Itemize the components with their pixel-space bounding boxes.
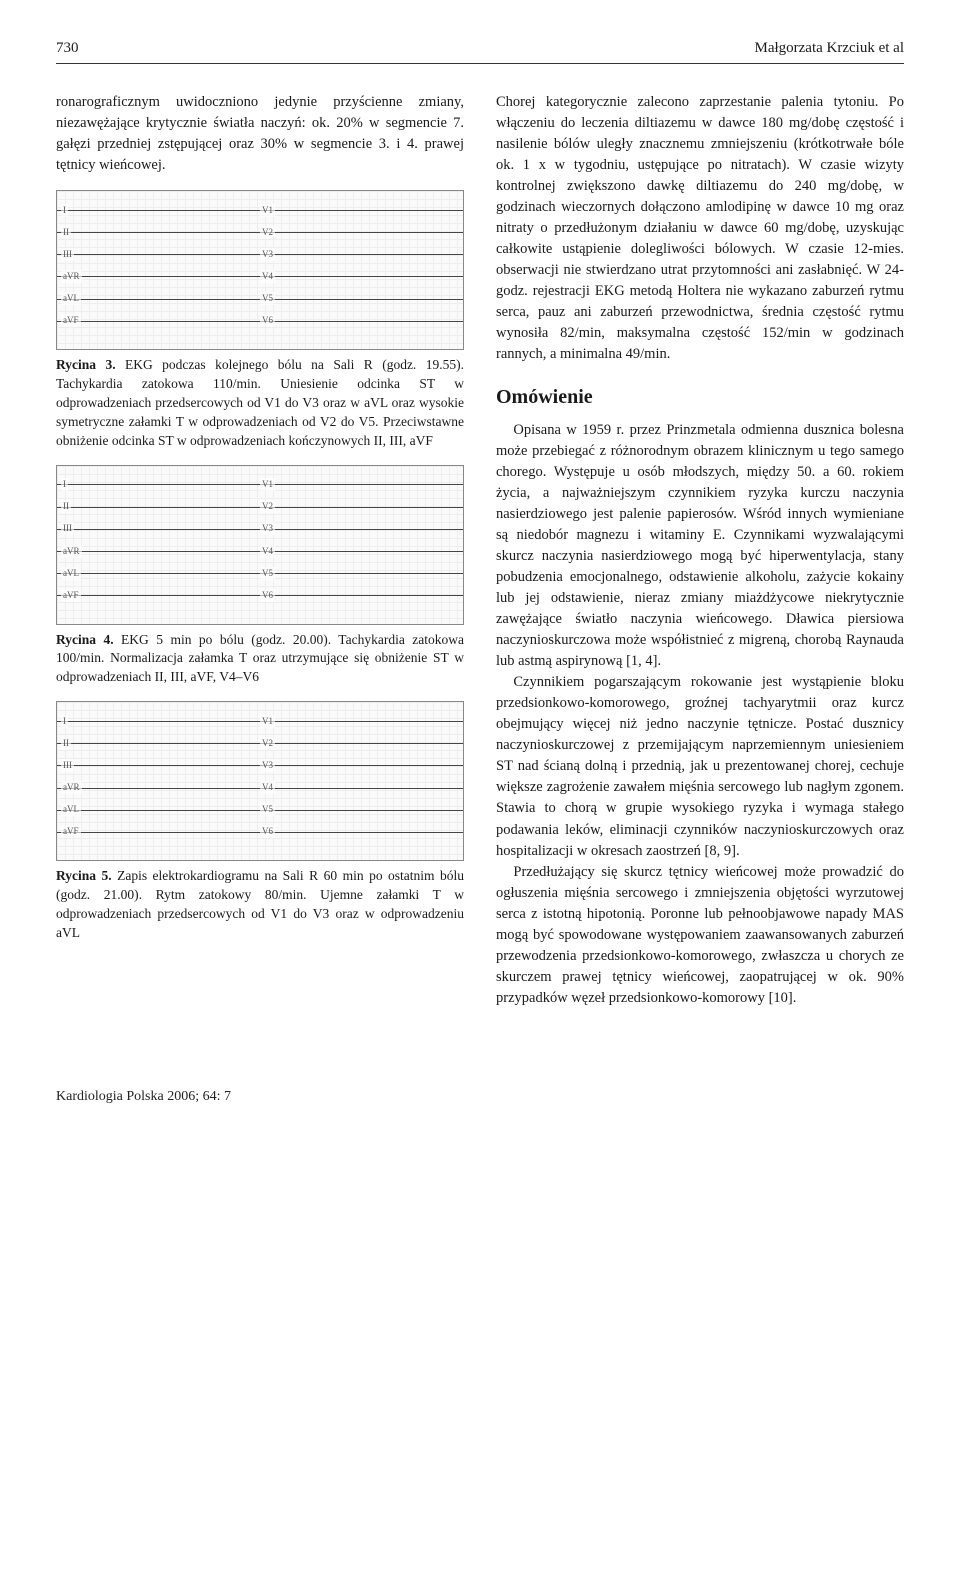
right-para-3: Czynnikiem pogarszającym rokowanie jest … bbox=[496, 672, 904, 861]
figure-5-caption: Rycina 5. Zapis elektrokardiogramu na Sa… bbox=[56, 867, 464, 943]
left-column: ronarograficznym uwidoczniono jedynie pr… bbox=[56, 92, 464, 1009]
lead-label: V5 bbox=[260, 292, 275, 305]
figure-5: I II III aVR aVL aVF V1 V2 V3 V4 V5 V6 R… bbox=[56, 701, 464, 943]
lead-label: V4 bbox=[260, 545, 275, 558]
lead-label: V3 bbox=[260, 522, 275, 535]
lead-label: V2 bbox=[260, 226, 275, 239]
lead-label: aVL bbox=[61, 567, 81, 580]
lead-label: aVL bbox=[61, 292, 81, 305]
figure-4-head: Rycina 4. bbox=[56, 632, 114, 647]
lead-label: III bbox=[61, 759, 74, 772]
lead-label: II bbox=[61, 500, 71, 513]
figure-5-text: Zapis elektrokardiogramu na Sali R 60 mi… bbox=[56, 868, 464, 940]
lead-label: V6 bbox=[260, 314, 275, 327]
lead-label: V2 bbox=[260, 500, 275, 513]
lead-label: V5 bbox=[260, 567, 275, 580]
lead-label: I bbox=[61, 204, 68, 217]
figure-4-caption: Rycina 4. EKG 5 min po bólu (godz. 20.00… bbox=[56, 631, 464, 688]
section-title-omowienie: Omówienie bbox=[496, 383, 904, 412]
lead-label: V6 bbox=[260, 825, 275, 838]
figure-3-head: Rycina 3. bbox=[56, 357, 116, 372]
right-column: Chorej kategorycznie zalecono zaprzestan… bbox=[496, 92, 904, 1009]
journal-citation: Kardiologia Polska 2006; 64: 7 bbox=[56, 1089, 231, 1104]
lead-label: V4 bbox=[260, 270, 275, 283]
ecg-5-box: I II III aVR aVL aVF V1 V2 V3 V4 V5 V6 bbox=[56, 701, 464, 861]
page-footer: Kardiologia Polska 2006; 64: 7 bbox=[56, 1089, 904, 1105]
right-para-1: Chorej kategorycznie zalecono zaprzestan… bbox=[496, 92, 904, 365]
figure-5-head: Rycina 5. bbox=[56, 868, 112, 883]
lead-label: V6 bbox=[260, 589, 275, 602]
lead-label: aVF bbox=[61, 825, 81, 838]
lead-label: I bbox=[61, 715, 68, 728]
lead-label: III bbox=[61, 248, 74, 261]
left-intro-paragraph: ronarograficznym uwidoczniono jedynie pr… bbox=[56, 92, 464, 176]
lead-label: aVL bbox=[61, 803, 81, 816]
lead-label: II bbox=[61, 226, 71, 239]
figure-4-text: EKG 5 min po bólu (godz. 20.00). Tachyka… bbox=[56, 632, 464, 685]
lead-label: aVF bbox=[61, 589, 81, 602]
lead-label: aVR bbox=[61, 781, 82, 794]
running-header: 730 Małgorzata Krzciuk et al bbox=[56, 40, 904, 64]
two-column-layout: ronarograficznym uwidoczniono jedynie pr… bbox=[56, 92, 904, 1009]
lead-label: II bbox=[61, 737, 71, 750]
lead-label: aVF bbox=[61, 314, 81, 327]
page-number: 730 bbox=[56, 40, 79, 57]
lead-label: III bbox=[61, 522, 74, 535]
page-root: 730 Małgorzata Krzciuk et al ronarografi… bbox=[0, 0, 960, 1165]
ecg-3-box: I II III aVR aVL aVF V1 V2 V3 V4 V5 V6 bbox=[56, 190, 464, 350]
lead-label: aVR bbox=[61, 270, 82, 283]
lead-label: V5 bbox=[260, 803, 275, 816]
figure-4: I II III aVR aVL aVF V1 V2 V3 V4 V5 V6 R… bbox=[56, 465, 464, 688]
right-para-4: Przedłużający się skurcz tętnicy wieńcow… bbox=[496, 862, 904, 1009]
figure-3-text: EKG podczas kolejnego bólu na Sali R (go… bbox=[56, 357, 464, 448]
lead-label: aVR bbox=[61, 545, 82, 558]
figure-3-caption: Rycina 3. EKG podczas kolejnego bólu na … bbox=[56, 356, 464, 450]
lead-label: V3 bbox=[260, 248, 275, 261]
lead-label: V1 bbox=[260, 715, 275, 728]
lead-label: V1 bbox=[260, 478, 275, 491]
lead-label: I bbox=[61, 478, 68, 491]
lead-label: V2 bbox=[260, 737, 275, 750]
ecg-4-box: I II III aVR aVL aVF V1 V2 V3 V4 V5 V6 bbox=[56, 465, 464, 625]
figure-3: I II III aVR aVL aVF V1 V2 V3 V4 V5 V6 R… bbox=[56, 190, 464, 450]
lead-label: V3 bbox=[260, 759, 275, 772]
authors-short: Małgorzata Krzciuk et al bbox=[754, 40, 904, 57]
right-para-2: Opisana w 1959 r. przez Prinzmetala odmi… bbox=[496, 420, 904, 672]
lead-label: V1 bbox=[260, 204, 275, 217]
lead-label: V4 bbox=[260, 781, 275, 794]
